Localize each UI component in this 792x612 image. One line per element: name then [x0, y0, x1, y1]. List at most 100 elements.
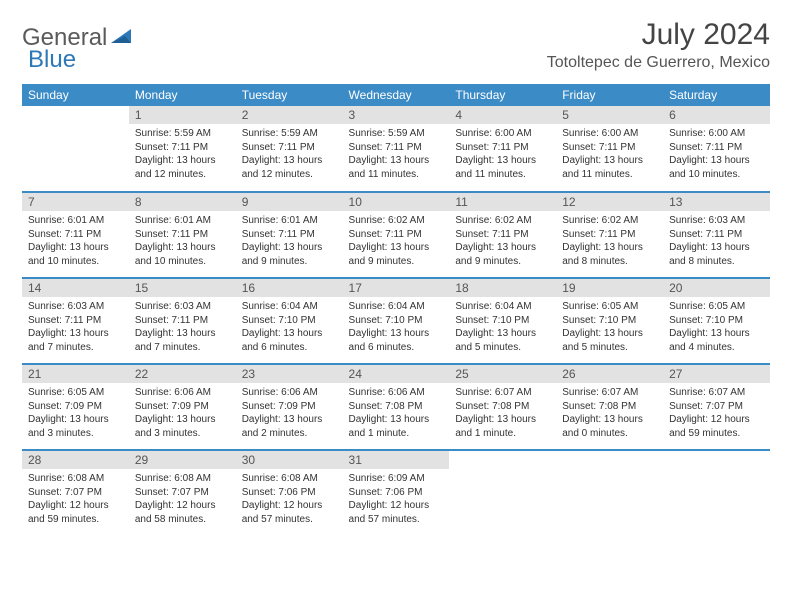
calendar-cell: 20Sunrise: 6:05 AMSunset: 7:10 PMDayligh…	[663, 278, 770, 364]
day-data: Sunrise: 6:05 AMSunset: 7:09 PMDaylight:…	[22, 383, 129, 445]
daylight-text: Daylight: 13 hours and 1 minute.	[349, 413, 444, 440]
sunrise-text: Sunrise: 6:06 AM	[349, 386, 444, 400]
day-data: Sunrise: 6:03 AMSunset: 7:11 PMDaylight:…	[22, 297, 129, 359]
day-data: Sunrise: 6:06 AMSunset: 7:08 PMDaylight:…	[343, 383, 450, 445]
sunrise-text: Sunrise: 6:08 AM	[28, 472, 123, 486]
day-data: Sunrise: 6:00 AMSunset: 7:11 PMDaylight:…	[556, 124, 663, 186]
dow-friday: Friday	[556, 84, 663, 106]
location-label: Totoltepec de Guerrero, Mexico	[547, 54, 770, 72]
sunset-text: Sunset: 7:11 PM	[28, 314, 123, 328]
sunrise-text: Sunrise: 6:01 AM	[135, 214, 230, 228]
calendar-cell: 21Sunrise: 6:05 AMSunset: 7:09 PMDayligh…	[22, 364, 129, 450]
sunset-text: Sunset: 7:06 PM	[242, 486, 337, 500]
sunset-text: Sunset: 7:07 PM	[669, 400, 764, 414]
calendar-cell: 14Sunrise: 6:03 AMSunset: 7:11 PMDayligh…	[22, 278, 129, 364]
day-number: 13	[663, 193, 770, 211]
daylight-text: Daylight: 13 hours and 5 minutes.	[455, 327, 550, 354]
day-number: 12	[556, 193, 663, 211]
day-number: 1	[129, 106, 236, 124]
sunrise-text: Sunrise: 6:09 AM	[349, 472, 444, 486]
calendar-body: 1Sunrise: 5:59 AMSunset: 7:11 PMDaylight…	[22, 106, 770, 536]
calendar-row: 14Sunrise: 6:03 AMSunset: 7:11 PMDayligh…	[22, 278, 770, 364]
sunset-text: Sunset: 7:08 PM	[349, 400, 444, 414]
sunset-text: Sunset: 7:10 PM	[242, 314, 337, 328]
calendar-cell: 8Sunrise: 6:01 AMSunset: 7:11 PMDaylight…	[129, 192, 236, 278]
calendar-table: Sunday Monday Tuesday Wednesday Thursday…	[22, 84, 770, 536]
calendar-cell: 13Sunrise: 6:03 AMSunset: 7:11 PMDayligh…	[663, 192, 770, 278]
day-number: 31	[343, 451, 450, 469]
daylight-text: Daylight: 12 hours and 57 minutes.	[349, 499, 444, 526]
calendar-cell: 15Sunrise: 6:03 AMSunset: 7:11 PMDayligh…	[129, 278, 236, 364]
sunset-text: Sunset: 7:11 PM	[28, 228, 123, 242]
daylight-text: Daylight: 13 hours and 10 minutes.	[28, 241, 123, 268]
day-number: 6	[663, 106, 770, 124]
dow-wednesday: Wednesday	[343, 84, 450, 106]
daylight-text: Daylight: 13 hours and 10 minutes.	[135, 241, 230, 268]
day-data: Sunrise: 6:08 AMSunset: 7:07 PMDaylight:…	[22, 469, 129, 531]
sunset-text: Sunset: 7:11 PM	[135, 228, 230, 242]
month-title: July 2024	[547, 18, 770, 52]
day-data: Sunrise: 6:02 AMSunset: 7:11 PMDaylight:…	[449, 211, 556, 273]
sunset-text: Sunset: 7:11 PM	[669, 228, 764, 242]
daylight-text: Daylight: 12 hours and 59 minutes.	[669, 413, 764, 440]
calendar-row: 1Sunrise: 5:59 AMSunset: 7:11 PMDaylight…	[22, 106, 770, 192]
sunrise-text: Sunrise: 6:01 AM	[242, 214, 337, 228]
daylight-text: Daylight: 13 hours and 11 minutes.	[562, 154, 657, 181]
sunset-text: Sunset: 7:11 PM	[349, 141, 444, 155]
sunset-text: Sunset: 7:09 PM	[28, 400, 123, 414]
calendar-cell: 31 Sunrise: 6:09 AMSunset: 7:06 PMDayligh…	[343, 450, 450, 536]
day-number: 29	[129, 451, 236, 469]
day-data: Sunrise: 6:07 AMSunset: 7:07 PMDaylight:…	[663, 383, 770, 445]
daylight-text: Daylight: 13 hours and 9 minutes.	[455, 241, 550, 268]
calendar-row: 7Sunrise: 6:01 AMSunset: 7:11 PMDaylight…	[22, 192, 770, 278]
calendar-cell: 23Sunrise: 6:06 AMSunset: 7:09 PMDayligh…	[236, 364, 343, 450]
sunset-text: Sunset: 7:11 PM	[135, 314, 230, 328]
sunset-text: Sunset: 7:06 PM	[349, 486, 444, 500]
calendar-row: 21Sunrise: 6:05 AMSunset: 7:09 PMDayligh…	[22, 364, 770, 450]
sunrise-text: Sunrise: 6:00 AM	[455, 127, 550, 141]
sunrise-text: Sunrise: 5:59 AM	[349, 127, 444, 141]
day-number: 24	[343, 365, 450, 383]
day-data: Sunrise: 5:59 AMSunset: 7:11 PMDaylight:…	[236, 124, 343, 186]
brand-part2-wrap: Blue	[28, 46, 76, 74]
day-data: Sunrise: 6:01 AMSunset: 7:11 PMDaylight:…	[22, 211, 129, 273]
day-number: 7	[22, 193, 129, 211]
day-number: 19	[556, 279, 663, 297]
daylight-text: Daylight: 12 hours and 58 minutes.	[135, 499, 230, 526]
day-data: Sunrise: 6:02 AMSunset: 7:11 PMDaylight:…	[343, 211, 450, 273]
sunrise-text: Sunrise: 6:05 AM	[669, 300, 764, 314]
day-number: 26	[556, 365, 663, 383]
day-number: 4	[449, 106, 556, 124]
sunset-text: Sunset: 7:11 PM	[562, 141, 657, 155]
dow-row: Sunday Monday Tuesday Wednesday Thursday…	[22, 84, 770, 106]
day-data: Sunrise: 6:00 AMSunset: 7:11 PMDaylight:…	[663, 124, 770, 186]
daylight-text: Daylight: 13 hours and 10 minutes.	[669, 154, 764, 181]
sunrise-text: Sunrise: 6:02 AM	[562, 214, 657, 228]
day-data: Sunrise: 6:05 AMSunset: 7:10 PMDaylight:…	[663, 297, 770, 359]
calendar-cell: 22Sunrise: 6:06 AMSunset: 7:09 PMDayligh…	[129, 364, 236, 450]
day-number: 5	[556, 106, 663, 124]
daylight-text: Daylight: 13 hours and 7 minutes.	[28, 327, 123, 354]
calendar-cell: 19Sunrise: 6:05 AMSunset: 7:10 PMDayligh…	[556, 278, 663, 364]
dow-saturday: Saturday	[663, 84, 770, 106]
sunset-text: Sunset: 7:09 PM	[242, 400, 337, 414]
daylight-text: Daylight: 13 hours and 5 minutes.	[562, 327, 657, 354]
sunrise-text: Sunrise: 6:08 AM	[135, 472, 230, 486]
daylight-text: Daylight: 13 hours and 9 minutes.	[242, 241, 337, 268]
daylight-text: Daylight: 13 hours and 0 minutes.	[562, 413, 657, 440]
calendar-cell	[556, 450, 663, 536]
day-number: 27	[663, 365, 770, 383]
daylight-text: Daylight: 13 hours and 11 minutes.	[455, 154, 550, 181]
sunrise-text: Sunrise: 5:59 AM	[242, 127, 337, 141]
daylight-text: Daylight: 13 hours and 4 minutes.	[669, 327, 764, 354]
calendar-cell: 17Sunrise: 6:04 AMSunset: 7:10 PMDayligh…	[343, 278, 450, 364]
day-data: Sunrise: 5:59 AMSunset: 7:11 PMDaylight:…	[129, 124, 236, 186]
daylight-text: Daylight: 13 hours and 3 minutes.	[135, 413, 230, 440]
day-data: Sunrise: 6:03 AMSunset: 7:11 PMDaylight:…	[663, 211, 770, 273]
day-data: Sunrise: 6:00 AMSunset: 7:11 PMDaylight:…	[449, 124, 556, 186]
day-number: 15	[129, 279, 236, 297]
calendar-cell: 11Sunrise: 6:02 AMSunset: 7:11 PMDayligh…	[449, 192, 556, 278]
day-number: 16	[236, 279, 343, 297]
sunrise-text: Sunrise: 6:05 AM	[28, 386, 123, 400]
day-data: Sunrise: 6:05 AMSunset: 7:10 PMDaylight:…	[556, 297, 663, 359]
